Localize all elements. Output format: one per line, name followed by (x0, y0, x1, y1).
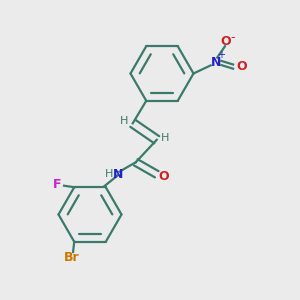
Text: N: N (211, 56, 221, 70)
Text: N: N (113, 168, 124, 182)
Text: +: + (217, 50, 225, 61)
Text: O: O (236, 60, 247, 73)
Text: O: O (158, 170, 169, 183)
Text: F: F (53, 178, 62, 191)
Text: H: H (105, 169, 113, 179)
Text: O: O (220, 35, 231, 48)
Text: Br: Br (64, 251, 80, 264)
Text: H: H (120, 116, 128, 127)
Text: -: - (231, 31, 235, 44)
Text: H: H (161, 133, 169, 143)
